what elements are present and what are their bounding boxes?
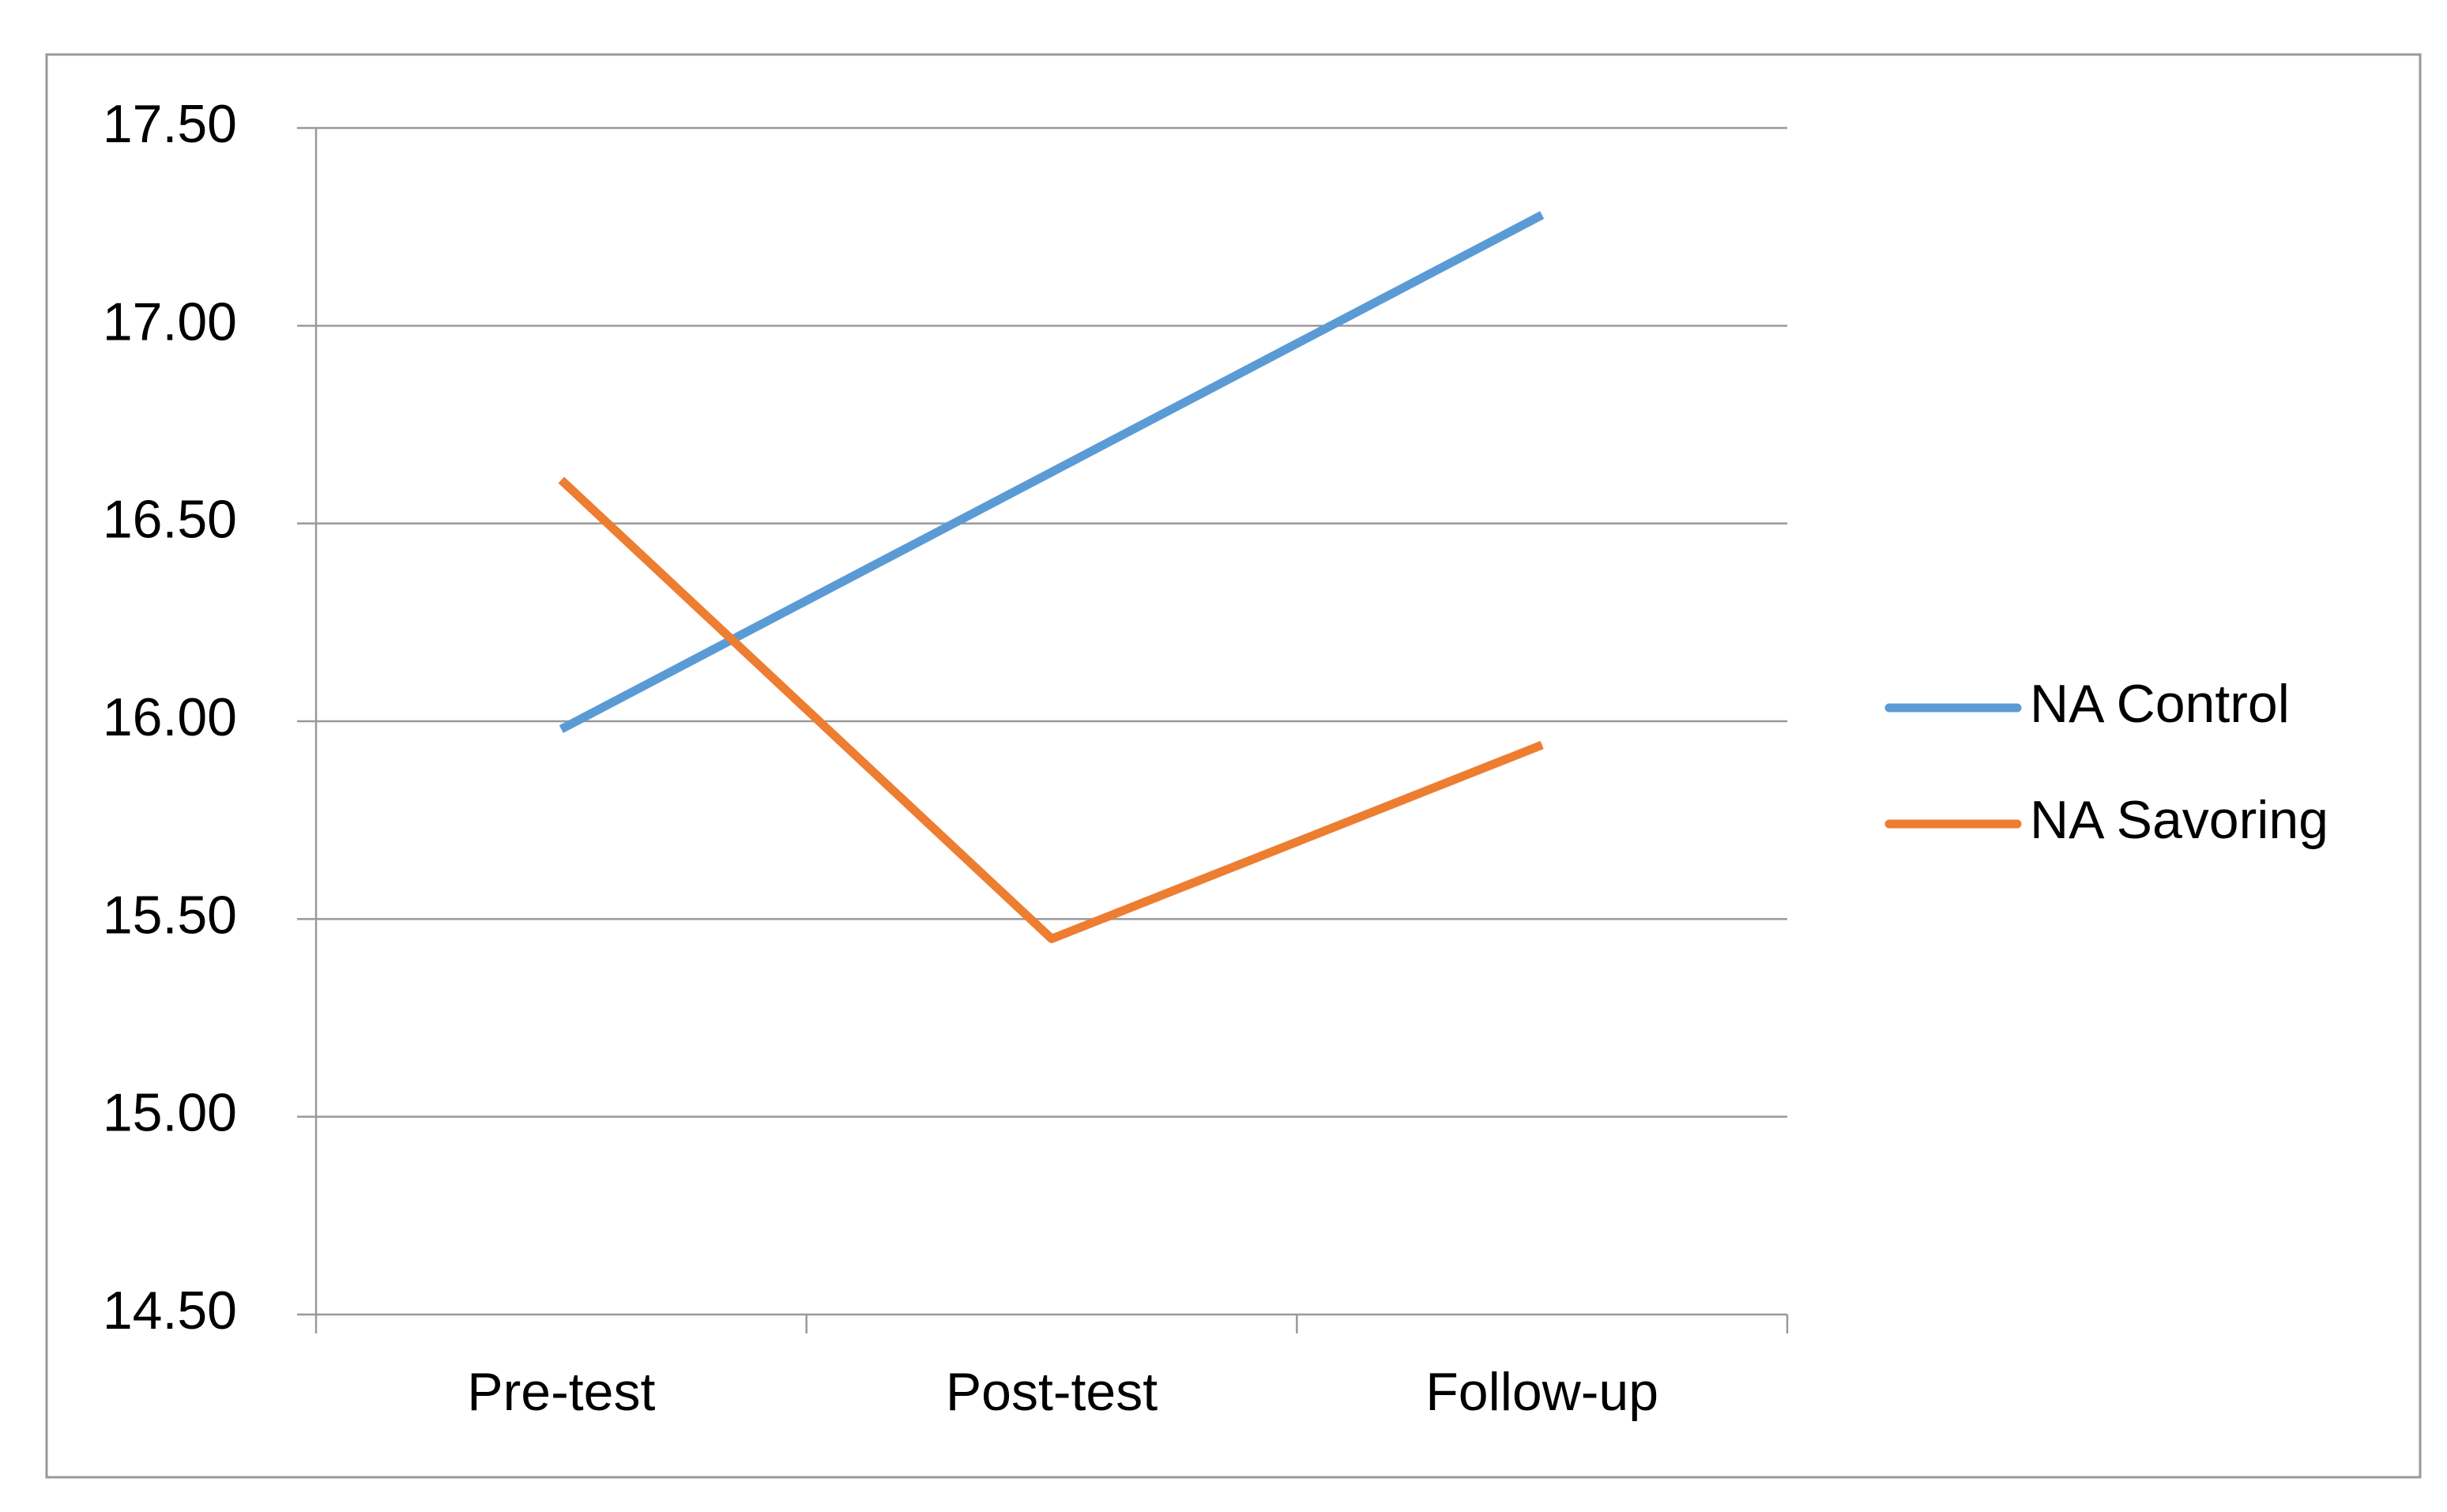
y-tick-label: 16.50	[103, 490, 237, 550]
legend-label: NA Savoring	[2030, 790, 2328, 850]
series-line	[559, 211, 1545, 733]
y-tick-label: 15.50	[103, 885, 237, 945]
y-tick-label: 16.00	[103, 687, 237, 747]
y-tick-label: 17.50	[103, 94, 237, 154]
x-tick-label: Follow-up	[1425, 1362, 1658, 1422]
x-tick-label: Pre-test	[467, 1362, 655, 1422]
chart-border	[45, 53, 2422, 1479]
x-tick-label: Post-test	[946, 1362, 1158, 1422]
series-line	[558, 476, 1544, 943]
y-tick-label: 14.50	[103, 1281, 237, 1341]
y-tick-label: 15.00	[103, 1083, 237, 1143]
legend-label: NA Control	[2030, 674, 2290, 734]
y-tick-label: 17.00	[103, 291, 237, 352]
